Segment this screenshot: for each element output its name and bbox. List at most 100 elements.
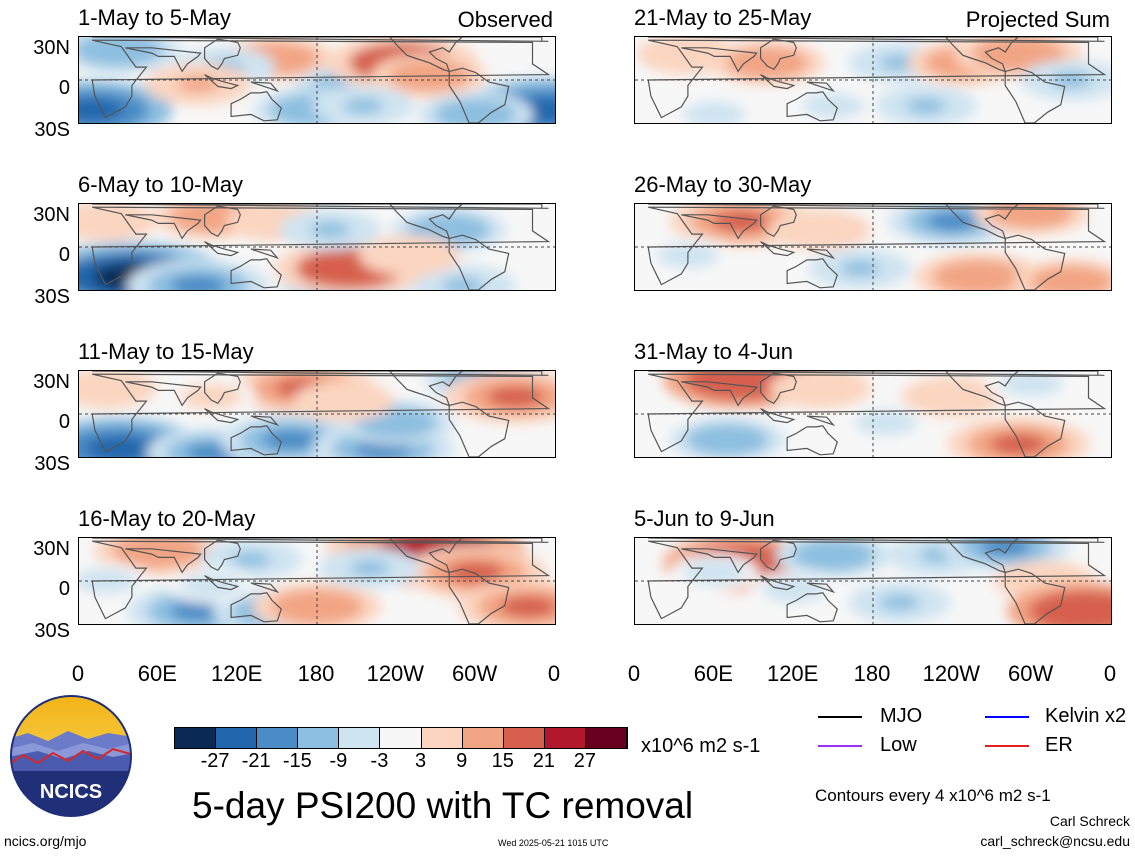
coastline <box>388 371 464 407</box>
colorbar-segment <box>544 728 586 748</box>
anomaly-core <box>800 221 841 238</box>
contour-note: Contours every 4 x10^6 m2 s-1 <box>815 786 1051 805</box>
coastline <box>92 538 549 543</box>
lat-tick-label: 0 <box>58 77 70 99</box>
panel-title: 1-May to 5-May <box>78 5 231 30</box>
anomaly-core <box>85 436 152 457</box>
coastline <box>203 372 241 405</box>
lon-tick-label: 120E <box>210 661 263 686</box>
colorbar <box>174 727 628 749</box>
panel-title: 11-May to 15-May <box>78 339 254 364</box>
coastline <box>204 74 240 90</box>
footer-email: carl_schreck@ncsu.edu <box>980 833 1130 849</box>
anomaly-core <box>704 431 751 449</box>
anomaly-core <box>810 546 856 564</box>
logo-text: NCICS <box>40 781 102 803</box>
coastline <box>230 592 282 623</box>
map-svg <box>635 37 1111 123</box>
anomaly-core <box>1053 599 1111 623</box>
coastline <box>91 373 551 453</box>
panel-title: 16-May to 20-May <box>78 506 256 531</box>
anomaly-core <box>373 413 419 432</box>
colorbar-segment <box>421 728 463 748</box>
lat-tick-label: 0 <box>58 244 70 266</box>
colorbar-segment <box>462 728 504 748</box>
anomaly-core <box>710 371 772 391</box>
legend-line-er <box>985 745 1029 747</box>
coastline <box>944 371 1020 407</box>
coastline <box>92 37 549 42</box>
lon-tick-label: 60E <box>693 661 733 686</box>
anomaly-core <box>85 213 126 230</box>
projected-label: Projected Sum <box>965 7 1110 32</box>
coastline <box>448 401 510 457</box>
legend-label-kelvin: Kelvin x2 <box>1045 705 1127 727</box>
anomaly-core <box>1051 72 1092 88</box>
legend-label-low: Low <box>880 734 917 756</box>
figure-title: 5-day PSI200 with TC removal <box>192 785 694 826</box>
coastline <box>250 81 280 93</box>
coastline <box>786 592 838 623</box>
legend-label-er: ER <box>1045 734 1073 756</box>
coastline <box>681 548 758 574</box>
anomaly-core <box>170 600 226 622</box>
coastline <box>647 206 1107 286</box>
coastline <box>806 415 836 427</box>
footer-author: Carl Schreck <box>1049 813 1130 829</box>
map-svg <box>79 37 555 123</box>
anomaly-core <box>94 40 144 60</box>
coastline <box>448 568 510 624</box>
colorbar-segment <box>585 728 628 748</box>
coastline <box>759 205 797 238</box>
anomaly-core <box>170 275 226 290</box>
coastline <box>448 67 510 123</box>
coastline <box>1004 67 1066 123</box>
anomaly-core <box>323 393 364 410</box>
map-panel <box>634 537 1112 625</box>
map-panel <box>634 203 1112 291</box>
colorbar-tick-label: -9 <box>329 750 348 772</box>
coastline <box>760 575 796 591</box>
anomaly-core <box>667 46 708 63</box>
anomaly-core <box>453 105 499 123</box>
lat-tick-label: 0 <box>58 411 70 433</box>
map-svg <box>79 204 555 290</box>
lat-tick-label: 0 <box>58 578 70 600</box>
lon-tick-label: 0 <box>547 661 561 686</box>
coastline <box>681 381 758 407</box>
colorbar-segment <box>257 728 299 748</box>
panel-title: 31-May to 4-Jun <box>634 339 793 364</box>
coastline <box>204 408 240 424</box>
lon-tick-label: 60E <box>137 661 177 686</box>
map-svg <box>635 371 1111 457</box>
panel-title: 5-Jun to 9-Jun <box>634 506 775 531</box>
lat-tick-label: 30N <box>33 538 70 560</box>
colorbar-tick-label: -21 <box>241 750 271 772</box>
map-panel <box>78 537 556 625</box>
coastline <box>91 206 551 286</box>
coastline <box>203 205 241 238</box>
anomaly-core <box>879 594 920 611</box>
anomaly-core <box>1048 272 1094 290</box>
panel-title: 21-May to 25-May <box>634 5 812 30</box>
anomaly-core <box>85 380 126 397</box>
coastline <box>230 258 282 289</box>
anomaly-core <box>349 560 390 577</box>
map-svg <box>635 204 1111 290</box>
coastline <box>91 39 551 119</box>
anomaly-core <box>696 565 732 580</box>
anomaly-core <box>927 211 978 231</box>
coastline <box>760 74 796 90</box>
colorbar-tick-label: 9 <box>456 750 468 772</box>
coastline <box>759 38 797 71</box>
map-panel <box>78 36 556 124</box>
colorbar-segment <box>216 728 258 748</box>
anomaly-core <box>800 380 841 397</box>
coastline <box>648 37 1105 42</box>
anomaly-core <box>696 107 732 122</box>
panel-title: 6-May to 10-May <box>78 172 244 197</box>
map-svg <box>79 371 555 457</box>
coastline <box>944 37 1020 73</box>
coastline <box>786 425 838 456</box>
coastline <box>806 81 836 93</box>
